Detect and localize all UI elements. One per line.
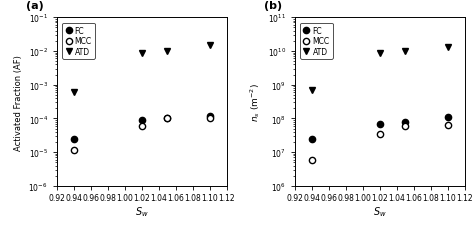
Line: FC: FC	[309, 114, 451, 142]
Line: MCC: MCC	[71, 116, 213, 153]
MCC	[164, 118, 170, 120]
Text: (a): (a)	[27, 2, 44, 11]
Y-axis label: $n_s$ (m$^{-2}$): $n_s$ (m$^{-2}$)	[248, 83, 262, 121]
ATD	[445, 47, 450, 49]
Line: FC: FC	[71, 113, 213, 142]
Text: (b): (b)	[264, 2, 283, 11]
MCC	[445, 124, 450, 127]
ATD	[139, 52, 145, 55]
MCC	[139, 125, 145, 128]
Line: ATD: ATD	[71, 43, 213, 96]
MCC	[402, 125, 408, 128]
MCC	[377, 133, 383, 136]
ATD	[164, 50, 170, 53]
MCC	[309, 159, 315, 161]
Y-axis label: Activated Fraction (AF): Activated Fraction (AF)	[14, 54, 23, 150]
X-axis label: $S_w$: $S_w$	[373, 205, 387, 219]
FC	[71, 138, 77, 141]
ATD	[402, 50, 408, 53]
MCC	[207, 118, 212, 120]
FC	[309, 138, 315, 141]
Line: ATD: ATD	[309, 45, 451, 94]
FC	[207, 115, 212, 118]
FC	[377, 123, 383, 126]
ATD	[71, 91, 77, 94]
FC	[164, 118, 170, 120]
ATD	[377, 52, 383, 55]
Legend: FC, MCC, ATD: FC, MCC, ATD	[63, 24, 95, 60]
ATD	[309, 89, 315, 92]
ATD	[207, 44, 212, 47]
Line: MCC: MCC	[309, 122, 451, 163]
FC	[402, 121, 408, 123]
FC	[445, 116, 450, 119]
FC	[139, 119, 145, 122]
Legend: FC, MCC, ATD: FC, MCC, ATD	[301, 24, 333, 60]
MCC	[71, 148, 77, 151]
X-axis label: $S_w$: $S_w$	[135, 205, 148, 219]
